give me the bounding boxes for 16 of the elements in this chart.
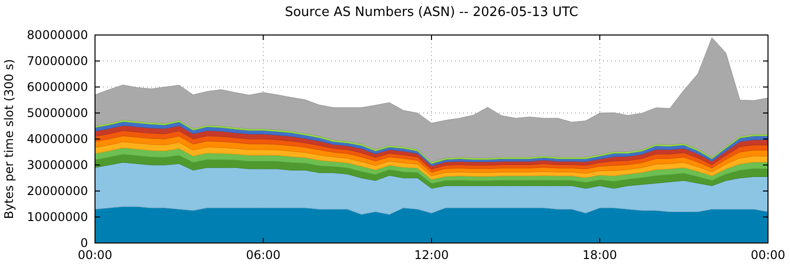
y-tick-label: 60000000 xyxy=(26,80,88,94)
y-tick-label: 30000000 xyxy=(26,158,88,172)
y-tick-label: 20000000 xyxy=(26,184,88,198)
y-tick-label: 40000000 xyxy=(26,132,88,146)
y-tick-label: 70000000 xyxy=(26,54,88,68)
y-tick-label: 50000000 xyxy=(26,106,88,120)
y-tick-label: 80000000 xyxy=(26,28,88,42)
y-tick-label: 0 xyxy=(80,236,88,250)
chart-title: Source AS Numbers (ASN) -- 2026-05-13 UTC xyxy=(284,5,578,20)
x-tick-label: 18:00 xyxy=(582,248,618,262)
y-tick-label: 10000000 xyxy=(26,210,88,224)
x-tick-label: 06:00 xyxy=(246,248,281,262)
x-tick-label: 00:00 xyxy=(78,248,112,262)
x-tick-label: 00:00 xyxy=(750,248,786,262)
y-axis-title: Bytes per time slot (300 s) xyxy=(2,59,16,219)
x-tick-label: 12:00 xyxy=(414,248,449,262)
